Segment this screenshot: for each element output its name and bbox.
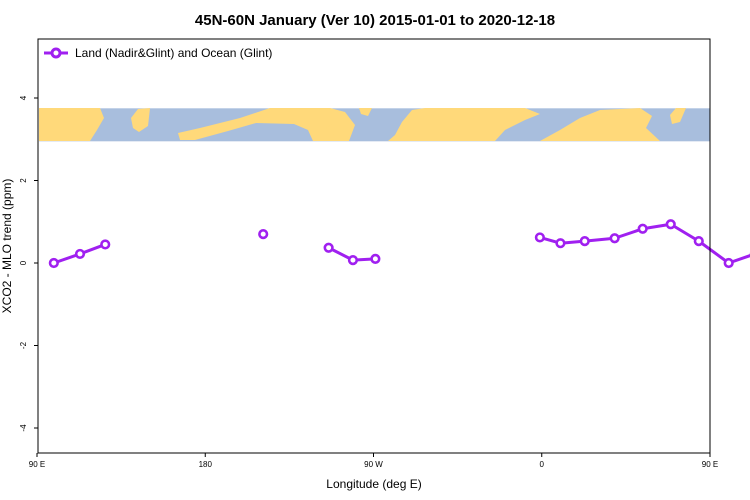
data-point	[665, 219, 676, 230]
map-landmass	[178, 108, 355, 141]
chart-title: 45N-60N January (Ver 10) 2015-01-01 to 2…	[195, 12, 555, 29]
y-tick-label: 4	[19, 95, 28, 100]
x-axis: 90 E 180 90 W 0 90 E	[29, 453, 718, 469]
y-tick-label: 0	[19, 260, 28, 265]
map-landmass	[326, 124, 338, 135]
background-map-band	[39, 108, 710, 142]
data-point	[555, 238, 566, 249]
data-point	[347, 255, 359, 266]
legend: Land (Nadir&Glint) and Ocean (Glint)	[44, 46, 272, 60]
legend-label: Land (Nadir&Glint) and Ocean (Glint)	[75, 46, 272, 60]
data-point	[258, 229, 269, 240]
data-point	[637, 223, 648, 234]
data-point	[323, 242, 334, 253]
y-tick-label: -2	[19, 341, 28, 349]
x-tick-label: 0	[540, 460, 545, 469]
plot-series	[48, 219, 750, 269]
data-point	[74, 248, 86, 260]
y-tick-label: -4	[19, 424, 28, 432]
x-tick-label: 90 W	[364, 460, 383, 469]
data-point	[579, 236, 590, 247]
y-axis: 4 2 0 -2 -4	[19, 95, 38, 432]
x-tick-label: 180	[199, 460, 213, 469]
x-tick-label: 90 E	[702, 460, 718, 469]
data-point	[370, 253, 381, 264]
map-landmass	[670, 108, 686, 124]
map-landmass	[131, 108, 150, 132]
legend-marker	[50, 47, 62, 59]
map-landmass	[540, 108, 660, 141]
y-axis-label: XCO2 - MLO trend (ppm)	[0, 179, 14, 314]
x-tick-label: 90 E	[29, 460, 45, 469]
series-line	[539, 222, 750, 265]
y-tick-label: 2	[19, 178, 28, 183]
data-point	[100, 239, 111, 250]
plot-frame	[37, 38, 711, 454]
data-point	[534, 232, 545, 243]
data-point	[609, 233, 620, 244]
x-axis-label: Longitude (deg E)	[326, 477, 421, 491]
map-landmass	[388, 108, 540, 141]
data-point	[723, 257, 734, 269]
map-landmass	[359, 108, 372, 116]
data-point	[48, 257, 59, 269]
data-point	[693, 236, 704, 247]
map-landmass	[39, 108, 104, 141]
